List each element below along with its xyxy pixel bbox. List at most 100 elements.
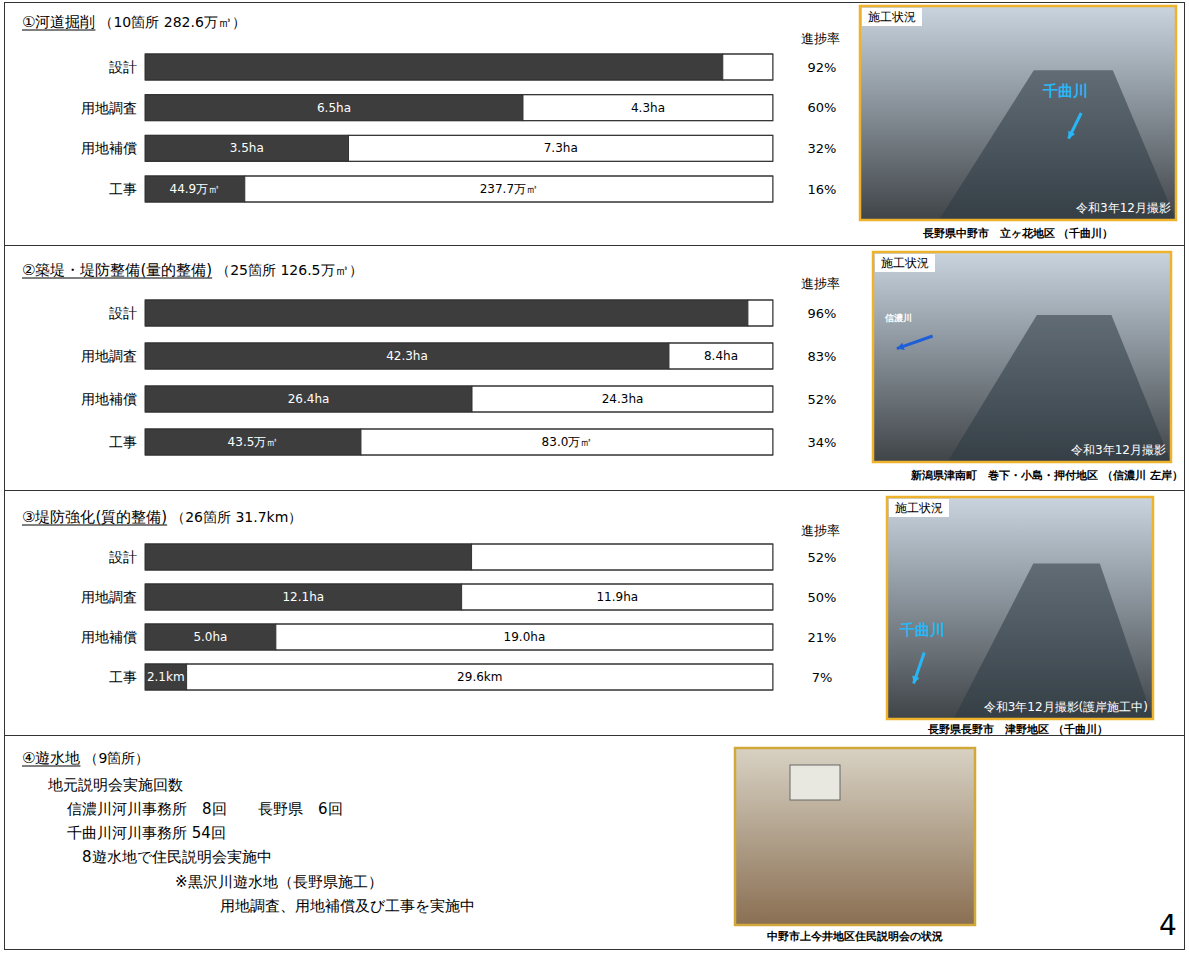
section-divider	[5, 490, 1185, 491]
photo	[873, 252, 1171, 462]
category-label: 用地補償	[81, 391, 137, 407]
page-number: 4	[1159, 909, 1177, 942]
section-text: 長野県 6回	[258, 800, 343, 818]
bar-frame	[145, 429, 773, 455]
chart: ③堤防強化(質的整備)（26箇所 31.7km）進捗率設計用地調査用地補償工事1…	[22, 508, 840, 690]
category-label: 用地調査	[81, 589, 137, 605]
bar-segment	[145, 54, 723, 80]
section-subtitle: （9箇所）	[84, 750, 149, 766]
section-title: ③堤防強化(質的整備)	[22, 508, 167, 526]
bar-labels: 12.1ha11.9ha5.0ha19.0ha2.1km29.6km	[147, 590, 638, 684]
photo-date: 令和3年12月撮影	[1071, 443, 1166, 457]
bar-frame	[145, 343, 773, 369]
photo-river	[954, 564, 1154, 719]
bar-frame	[145, 135, 773, 161]
bars	[145, 54, 773, 202]
bar-segment	[361, 429, 773, 455]
photo-caption: 中野市上今井地区住民説明会の状況	[767, 930, 943, 943]
progress-label: 21%	[808, 630, 837, 645]
bar-segment	[723, 54, 773, 80]
section-title: ②築堤・堤防整備(量的整備)	[22, 261, 212, 279]
category-label: 工事	[109, 181, 137, 197]
progress-header: 進捗率	[801, 276, 840, 291]
bar-labels: 42.3ha8.4ha26.4ha24.3ha43.5万㎥83.0万㎥	[228, 349, 738, 449]
photo	[860, 6, 1176, 220]
bar-segment	[145, 95, 523, 121]
section-title: ④遊水地	[22, 749, 80, 767]
bar-segment	[472, 544, 773, 570]
photo-date: 令和3年12月撮影	[1076, 201, 1171, 215]
bar-segment	[145, 664, 187, 690]
bar-segment	[145, 300, 748, 326]
bar-segment	[349, 135, 773, 161]
bar-frame	[145, 664, 773, 690]
bar-segment	[748, 300, 773, 326]
river-name: 信濃川	[884, 313, 912, 323]
bar-labels: 6.5ha4.3ha3.5ha7.3ha44.9万㎥237.7万㎥	[170, 101, 665, 196]
page: ①河道掘削（10箇所 282.6万㎥）進捗率設計用地調査用地補償工事6.5ha4…	[0, 0, 1189, 954]
progress-label: 16%	[808, 182, 837, 197]
photo-label: 施工状況	[868, 10, 916, 24]
photo-label: 施工状況	[895, 501, 943, 515]
bar-segment	[462, 584, 773, 610]
flow-arrow-head	[912, 676, 919, 684]
data-label: 6.5ha	[317, 101, 351, 115]
bar-frame	[145, 624, 773, 650]
bar-segment	[145, 429, 361, 455]
section-subtitle: （10箇所 282.6万㎥）	[99, 14, 245, 30]
bar-frame	[145, 95, 773, 121]
data-label: 5.0ha	[193, 630, 227, 644]
river-name: 千曲川	[899, 621, 945, 639]
progress-header: 進捗率	[801, 31, 840, 46]
data-label: 2.1km	[147, 670, 185, 684]
section-divider	[5, 245, 1185, 246]
category-axis: 設計用地調査用地補償工事	[81, 549, 137, 685]
section-text: 用地調査、用地補償及び工事を実施中	[220, 897, 475, 915]
bar-frame	[145, 386, 773, 412]
data-label: 3.5ha	[230, 141, 264, 155]
chart: ②築堤・堤防整備(量的整備)（25箇所 126.5万㎥）進捗率設計用地調査用地補…	[22, 261, 840, 455]
chart: ①河道掘削（10箇所 282.6万㎥） 進捗率設計用地調査用地補償工事 6.5ha 4…	[22, 13, 840, 202]
flow-arrow-head	[1068, 131, 1075, 139]
section-text: ※黒沢川遊水地（長野県施工）	[175, 873, 383, 891]
title-underline	[22, 525, 167, 526]
flow-arrow	[1069, 113, 1082, 139]
photo-label-box	[889, 499, 949, 517]
progress-label: 83%	[808, 349, 837, 364]
river-name: 千曲川	[1042, 82, 1088, 100]
data-label: 4.3ha	[631, 101, 665, 115]
bar-frame	[145, 544, 773, 570]
bar-segment	[145, 343, 669, 369]
category-label: 設計	[109, 549, 137, 565]
bar-segment	[523, 95, 773, 121]
progress-label: 52%	[808, 392, 837, 407]
photo-label-box	[875, 254, 935, 272]
data-label: 44.9万㎥	[170, 182, 221, 196]
photo-frame	[873, 252, 1171, 462]
progress-label: 52%	[808, 550, 837, 565]
category-axis: 設計用地調査用地補償工事	[81, 305, 137, 450]
category-axis: 設計用地調査用地補償工事	[81, 59, 137, 197]
category-label: 工事	[109, 434, 137, 450]
section-text: 信濃川河川事務所 8回	[67, 800, 227, 818]
photo-caption: 長野県長野市 津野地区 （千曲川）	[927, 723, 1108, 736]
photo-river	[939, 70, 1176, 220]
title-underline	[22, 278, 212, 279]
section-4: ④遊水地（9箇所）地元説明会実施回数信濃川河川事務所 8回長野県 6回千曲川河川…	[22, 749, 475, 915]
data-label: 11.9ha	[596, 590, 638, 604]
bars	[145, 300, 773, 455]
photo	[887, 497, 1153, 719]
progress-label: 32%	[808, 141, 837, 156]
page-frame	[5, 3, 1185, 950]
photo-frame	[860, 6, 1176, 220]
data-label: 8.4ha	[704, 349, 738, 363]
photo-caption: 長野県中野市 立ヶ花地区 （千曲川）	[922, 227, 1114, 240]
progress-label: 60%	[808, 100, 837, 115]
data-label: 237.7万㎥	[480, 182, 538, 196]
section-title: ①河道掘削	[22, 13, 95, 31]
photo-frame	[887, 497, 1153, 719]
data-label: 83.0万㎥	[542, 435, 593, 449]
progress-label: 7%	[812, 670, 833, 685]
category-label: 用地調査	[81, 100, 137, 116]
bar-segment	[245, 176, 773, 202]
